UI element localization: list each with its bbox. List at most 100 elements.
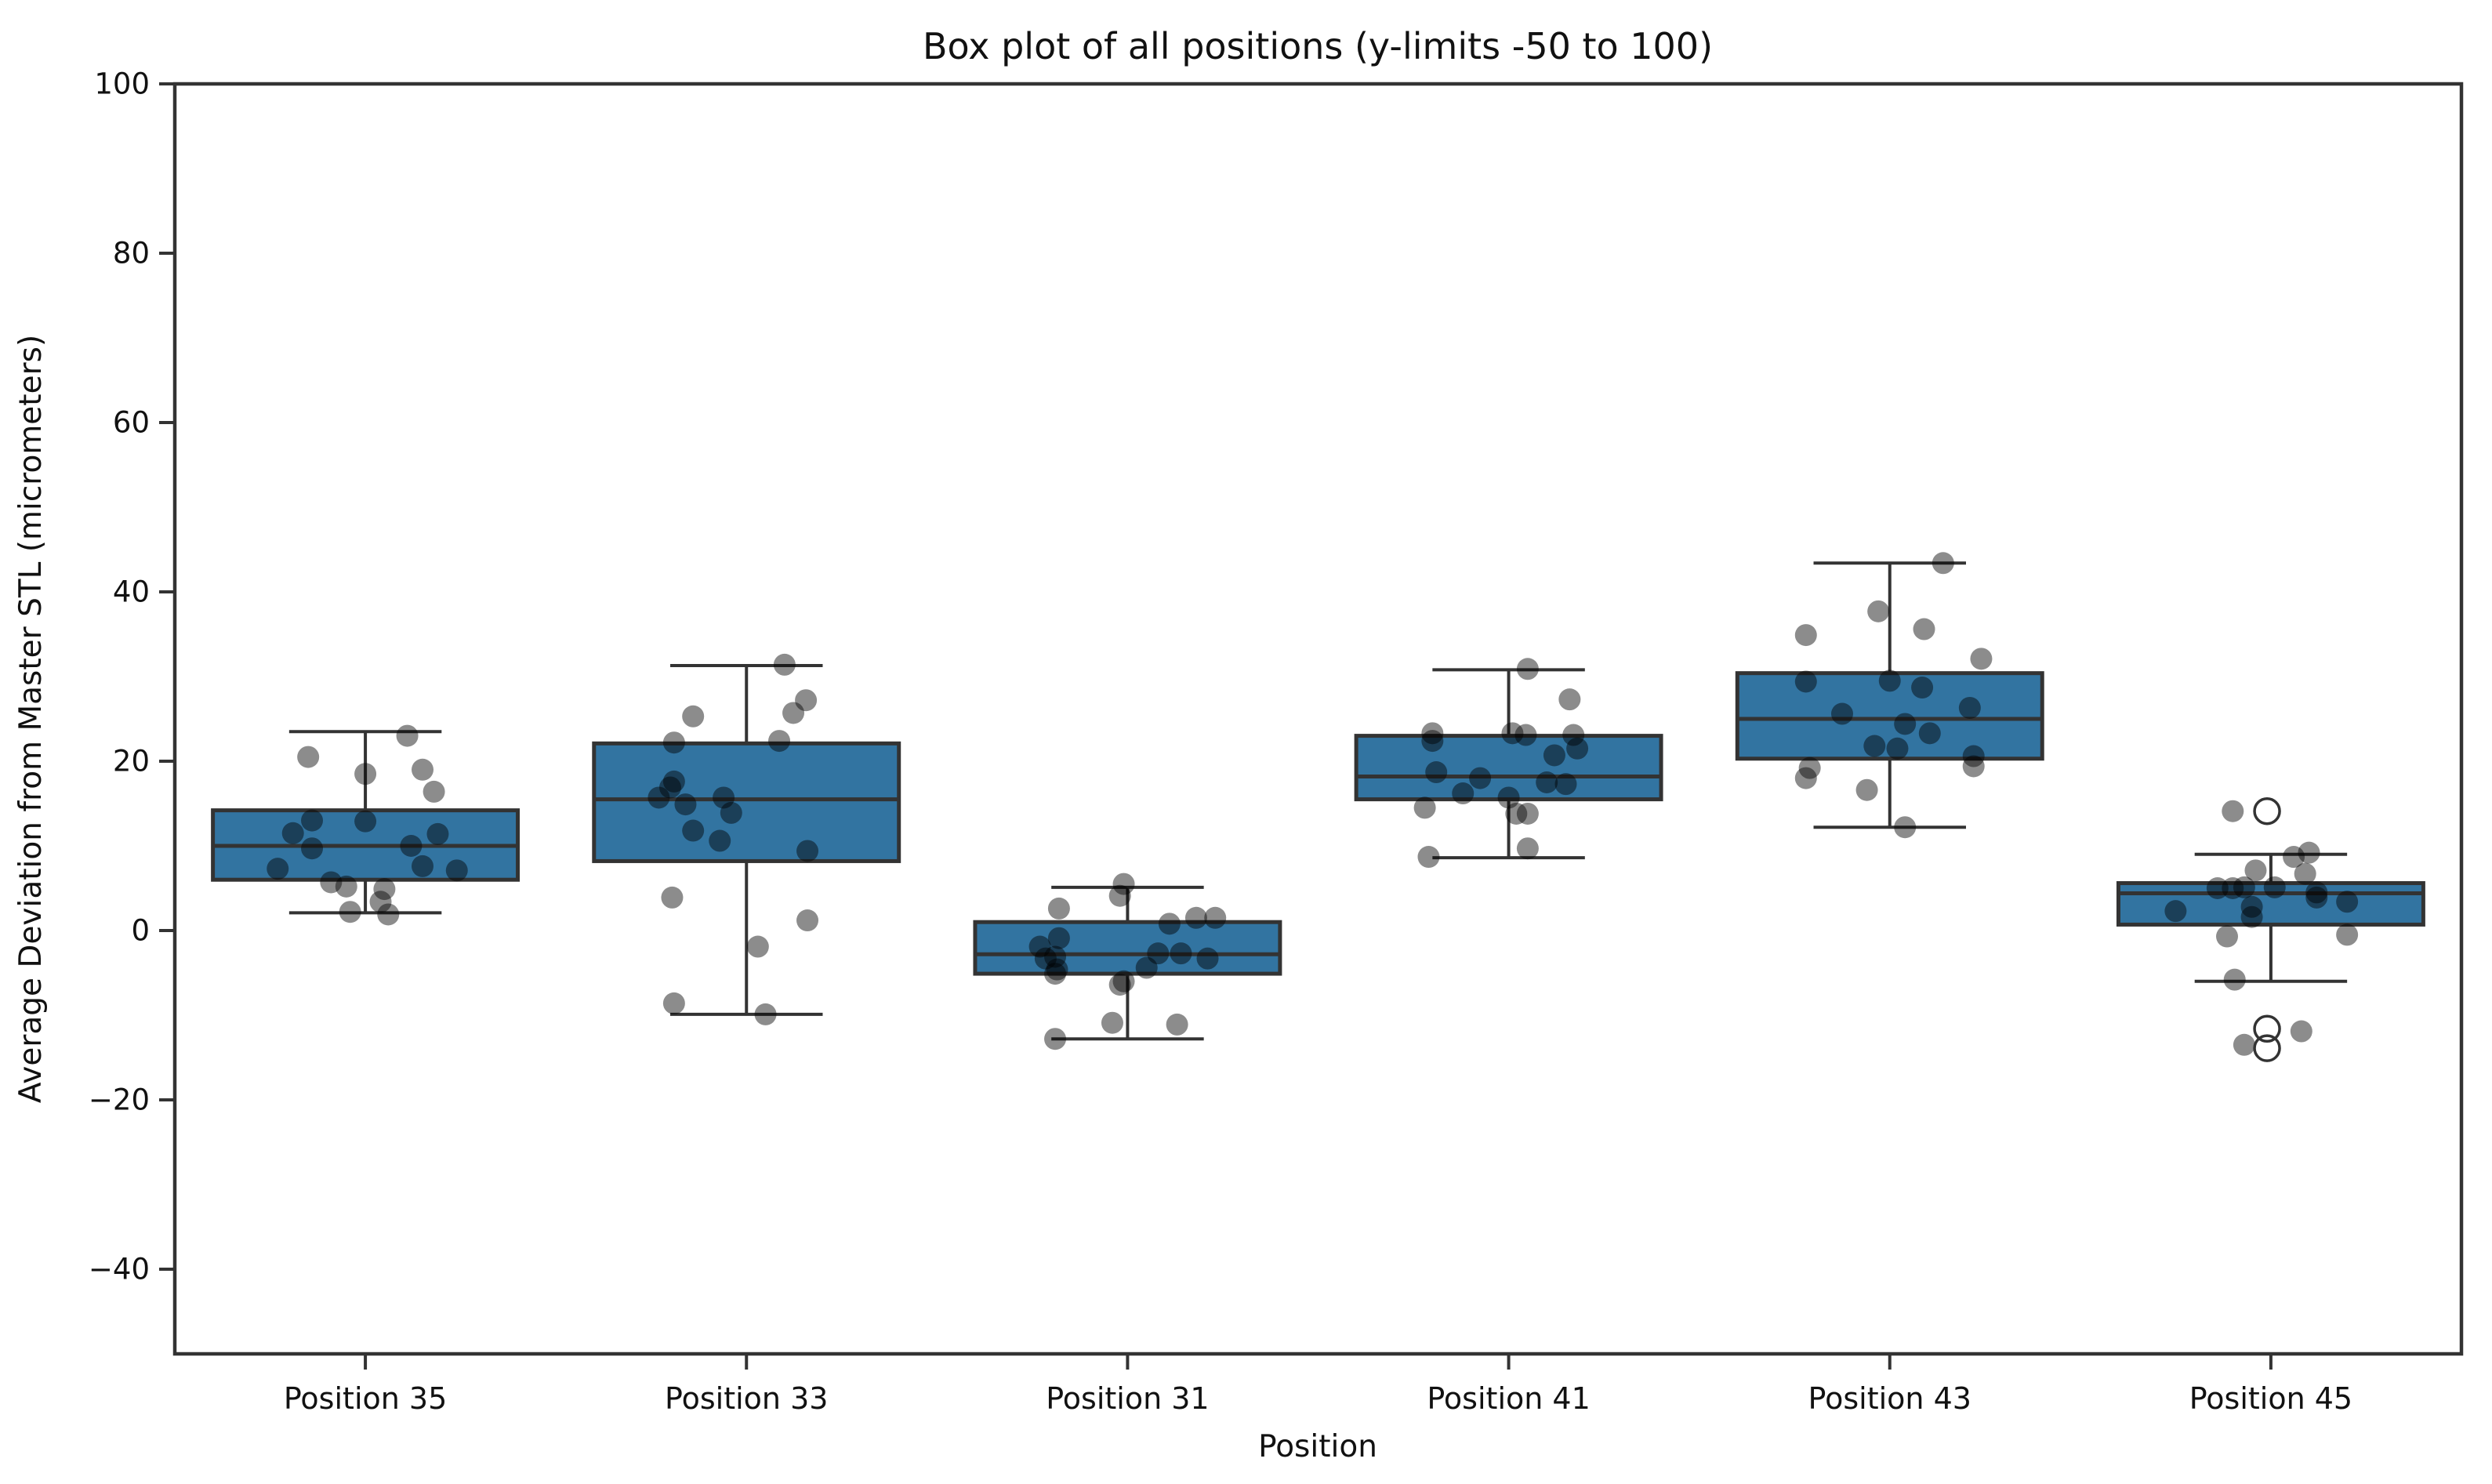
strip-point bbox=[1047, 927, 1070, 949]
strip-point bbox=[1108, 884, 1131, 907]
x-tick-label: Position 35 bbox=[284, 1381, 447, 1416]
strip-point bbox=[662, 992, 685, 1014]
strip-point bbox=[659, 776, 682, 799]
x-tick-label: Position 31 bbox=[1046, 1381, 1209, 1416]
strip-point bbox=[1855, 778, 1878, 801]
strip-point bbox=[2336, 891, 2359, 913]
strip-point bbox=[2222, 877, 2244, 899]
strip-point bbox=[1894, 816, 1917, 839]
strip-point bbox=[301, 837, 324, 860]
x-tick-label: Position 45 bbox=[2189, 1381, 2352, 1416]
strip-point bbox=[796, 840, 819, 862]
strip-point bbox=[661, 886, 684, 909]
strip-point bbox=[1196, 947, 1219, 970]
strip-point bbox=[335, 875, 357, 898]
plot-frame bbox=[172, 82, 2464, 1356]
strip-point bbox=[709, 829, 731, 852]
strip-point bbox=[1505, 802, 1528, 825]
strip-point bbox=[1536, 771, 1558, 793]
strip-point bbox=[1204, 906, 1227, 929]
strip-point bbox=[1543, 744, 1565, 767]
strip-point bbox=[1886, 737, 1909, 760]
strip-point bbox=[412, 758, 434, 781]
strip-point bbox=[1794, 624, 1817, 647]
strip-point bbox=[2164, 900, 2187, 923]
strip-point bbox=[1566, 737, 1589, 760]
flier-point bbox=[2253, 796, 2281, 825]
strip-point bbox=[2290, 1020, 2312, 1043]
strip-point bbox=[713, 786, 735, 809]
strip-point bbox=[1562, 724, 1585, 746]
strip-point bbox=[1554, 773, 1577, 796]
strip-point bbox=[647, 786, 670, 809]
strip-point bbox=[396, 724, 419, 747]
strip-point bbox=[1798, 757, 1821, 779]
strip-point bbox=[1516, 802, 1539, 825]
strip-point bbox=[773, 653, 796, 676]
strip-point bbox=[2216, 925, 2239, 948]
strip-point bbox=[1558, 688, 1581, 711]
strip-point bbox=[2222, 800, 2244, 822]
x-tick-label: Position 41 bbox=[1427, 1381, 1590, 1416]
strip-point bbox=[1830, 702, 1853, 725]
strip-point bbox=[1932, 552, 1954, 575]
strip-point bbox=[1501, 722, 1524, 745]
strip-point bbox=[782, 702, 805, 724]
strip-point bbox=[339, 901, 361, 923]
strip-point bbox=[354, 810, 377, 833]
box-1 bbox=[592, 741, 901, 863]
strip-point bbox=[1878, 669, 1901, 692]
strip-point bbox=[412, 854, 434, 877]
strip-point bbox=[1863, 735, 1886, 757]
strip-point bbox=[754, 1003, 777, 1025]
box-4 bbox=[1735, 671, 2044, 761]
x-axis-label: Position bbox=[1258, 1429, 1377, 1464]
strip-point bbox=[369, 891, 392, 913]
strip-point bbox=[1516, 837, 1539, 860]
strip-point bbox=[1514, 724, 1537, 746]
strip-point bbox=[2233, 876, 2255, 898]
y-axis-label: Average Deviation from Master STL (micro… bbox=[13, 335, 49, 1103]
strip-point bbox=[720, 801, 742, 824]
strip-point bbox=[267, 858, 289, 880]
strip-point bbox=[1911, 677, 1934, 699]
y-tick-label: 20 bbox=[113, 745, 150, 778]
strip-point bbox=[2305, 886, 2328, 909]
strip-point bbox=[1918, 722, 1941, 745]
strip-point bbox=[1108, 974, 1131, 996]
strip-point bbox=[1044, 963, 1067, 985]
strip-point bbox=[1101, 1011, 1123, 1034]
x-tick-label: Position 43 bbox=[1808, 1381, 1971, 1416]
strip-point bbox=[1970, 648, 1993, 670]
strip-point bbox=[2240, 905, 2263, 928]
strip-point bbox=[682, 705, 705, 727]
strip-point bbox=[1046, 958, 1068, 981]
strip-point bbox=[1452, 782, 1475, 805]
y-tick-label: 100 bbox=[94, 67, 150, 101]
strip-point bbox=[1044, 1028, 1067, 1050]
strip-point bbox=[426, 822, 449, 845]
strip-point bbox=[1425, 761, 1448, 784]
strip-point bbox=[2263, 876, 2286, 898]
y-tick-label: 0 bbox=[131, 914, 150, 948]
strip-point bbox=[1913, 618, 1935, 640]
strip-point bbox=[445, 859, 468, 882]
strip-point bbox=[1135, 956, 1158, 979]
strip-point bbox=[2240, 895, 2263, 918]
strip-point bbox=[423, 780, 445, 803]
strip-point bbox=[746, 935, 769, 958]
strip-point bbox=[1044, 945, 1067, 968]
box-2 bbox=[973, 920, 1282, 976]
strip-point bbox=[297, 746, 320, 768]
strip-point bbox=[1112, 970, 1135, 992]
strip-point bbox=[1867, 600, 1890, 622]
strip-point bbox=[1034, 947, 1057, 970]
strip-point bbox=[281, 822, 304, 844]
flier-point bbox=[2253, 1014, 2281, 1043]
strip-point bbox=[1047, 897, 1070, 920]
strip-point bbox=[1184, 906, 1207, 929]
strip-point bbox=[1417, 846, 1440, 869]
strip-point bbox=[1166, 1013, 1188, 1036]
strip-point bbox=[1112, 873, 1135, 895]
